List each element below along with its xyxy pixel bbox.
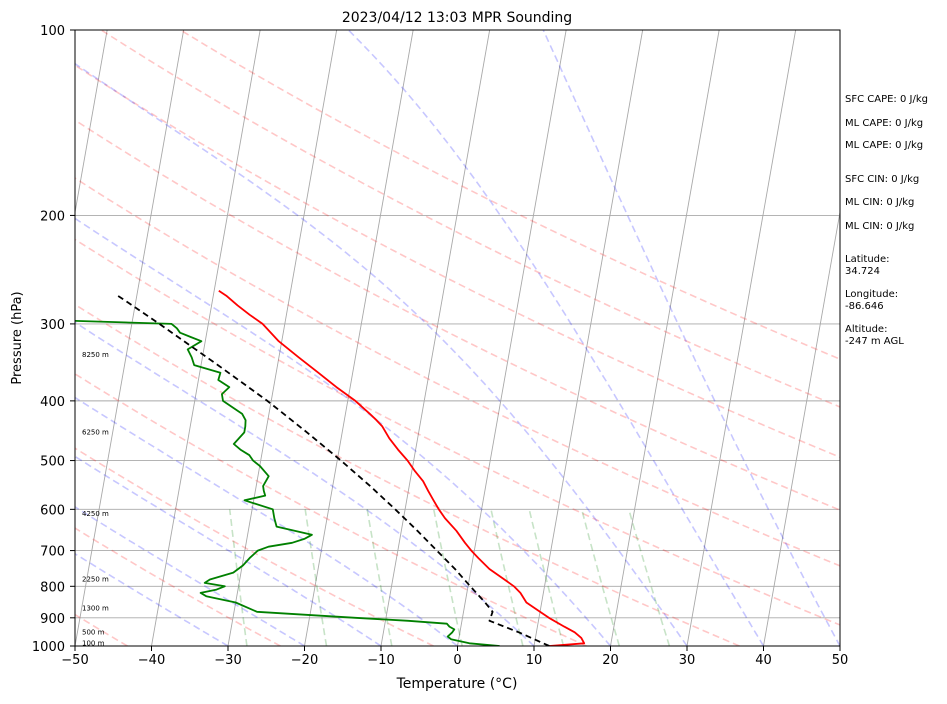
y-tick-label: 900 (40, 612, 65, 627)
index-sfc-cin: SFC CIN: 0 J/kg (845, 174, 919, 185)
dewpoint-trace (75, 319, 500, 646)
isotherm-line (686, 30, 797, 646)
x-tick-label: 40 (755, 653, 772, 668)
y-tick-label: 700 (40, 545, 65, 560)
x-tick-label: 10 (526, 653, 543, 668)
mixing-ratio-line (580, 509, 621, 646)
x-axis-ticks: −50 −40 −30 −20 −10 0 10 20 30 40 50 (61, 646, 848, 668)
isotherm-line (380, 30, 491, 646)
dry-adiabat-line (75, 303, 740, 646)
index-ml-cin: ML CIN: 0 J/kg (845, 197, 914, 208)
mixing-ratio-line (304, 509, 328, 646)
dry-adiabat-line (179, 30, 840, 360)
x-tick-label: −50 (61, 653, 88, 668)
index-ml-cape: ML CAPE: 0 J/kg (845, 118, 923, 129)
dry-adiabat-line (75, 238, 840, 626)
parcel-trace (117, 294, 550, 646)
y-tick-label: 300 (40, 318, 65, 333)
index-ml-cin-2: ML CIN: 0 J/kg (845, 221, 914, 232)
longitude-label: Longitude: (845, 289, 898, 300)
profile-traces (75, 289, 586, 646)
isotherm-line (304, 30, 414, 646)
height-label: 100 m (82, 639, 105, 647)
location-info: Latitude: 34.724 Longitude: -86.646 Alti… (845, 254, 904, 347)
dry-adiabat-line (75, 447, 434, 646)
longitude-value: -86.646 (845, 301, 884, 312)
temperature-trace (218, 289, 586, 646)
y-tick-label: 800 (40, 580, 65, 595)
moist-adiabat-line (75, 396, 458, 646)
isotherm-line (75, 30, 108, 215)
height-label: 6250 m (82, 428, 109, 436)
altitude-value: -247 m AGL (845, 336, 904, 347)
height-labels: 100 m 500 m 1300 m 2250 m 4250 m 6250 m 8250 m (82, 351, 109, 647)
mixing-ratio-line (432, 509, 463, 646)
isotherm-line (75, 30, 185, 646)
moist-adiabat-line (75, 455, 382, 646)
moist-adiabat-line (542, 30, 840, 646)
height-label: 8250 m (82, 351, 109, 359)
moist-adiabat-line (75, 217, 612, 646)
mixing-ratio-line (366, 509, 393, 646)
mixing-ratio-line (528, 509, 565, 646)
x-tick-label: 30 (679, 653, 696, 668)
mixing-ratio-line (490, 509, 524, 646)
x-tick-label: −40 (138, 653, 165, 668)
x-tick-label: 0 (453, 653, 461, 668)
moist-adiabat-line (347, 30, 765, 646)
plot-frame (74, 29, 841, 647)
dry-adiabat-line (75, 372, 587, 646)
index-ml-cape-2: ML CAPE: 0 J/kg (845, 140, 923, 151)
chart-title: 2023/04/12 13:03 MPR Sounding (342, 10, 572, 26)
height-label: 4250 m (82, 510, 109, 518)
dry-adiabat-line (100, 30, 840, 408)
x-tick-label: 20 (602, 653, 619, 668)
y-tick-label: 200 (40, 209, 65, 224)
isotherm-line (227, 30, 338, 646)
latitude-value: 34.724 (845, 266, 880, 277)
isotherm-line (533, 30, 644, 646)
y-tick-label: 1000 (32, 640, 65, 655)
y-tick-label: 400 (40, 395, 65, 410)
y-axis-ticks: 1000 900 800 700 600 500 400 300 200 100 (32, 24, 75, 655)
y-tick-label: 100 (40, 24, 65, 39)
height-label: 2250 m (82, 576, 109, 584)
x-tick-label: 50 (832, 653, 849, 668)
isotherm-line (763, 209, 840, 646)
x-tick-label: −20 (291, 653, 318, 668)
moist-adiabat-line (75, 321, 535, 646)
altitude-label: Altitude: (845, 324, 887, 335)
index-sfc-cape: SFC CAPE: 0 J/kg (845, 94, 928, 105)
mixing-ratio-line (228, 509, 248, 646)
x-tick-label: −10 (367, 653, 394, 668)
isotherm-line (457, 30, 567, 646)
dry-adiabat-line (75, 64, 840, 459)
isotherm-line (151, 30, 261, 646)
mixing-ratio-line (628, 509, 671, 646)
x-tick-label: −30 (214, 653, 241, 668)
dry-adiabat-line (75, 177, 840, 567)
height-label: 1300 m (82, 605, 109, 613)
height-label: 500 m (82, 628, 105, 636)
stability-indices: SFC CAPE: 0 J/kg ML CAPE: 0 J/kg ML CAPE… (845, 94, 928, 232)
y-axis-label: Pressure (hPa) (10, 291, 25, 384)
x-axis-label: Temperature (°C) (396, 676, 518, 692)
moist-adiabat-line (75, 62, 688, 646)
background-grid (75, 30, 840, 646)
y-tick-label: 500 (40, 455, 65, 470)
isotherm-line (610, 30, 720, 646)
y-tick-label: 600 (40, 503, 65, 518)
latitude-label: Latitude: (845, 254, 890, 265)
